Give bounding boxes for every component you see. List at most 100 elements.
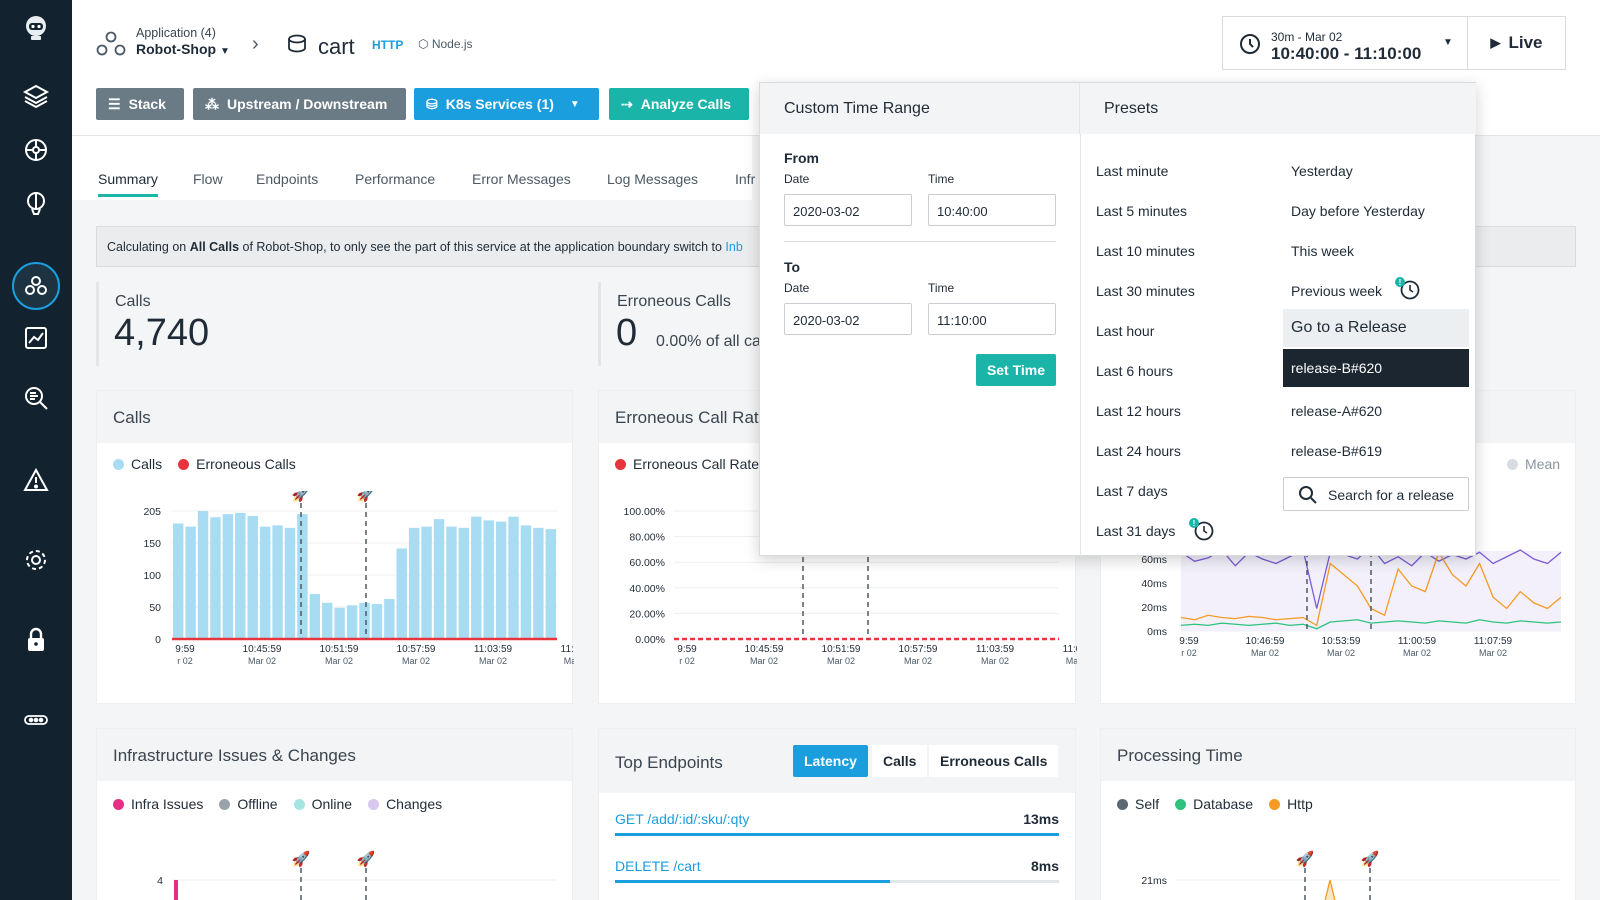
preset-last-30-minutes[interactable]: Last 30 minutes: [1096, 283, 1195, 299]
preset-last-6-hours[interactable]: Last 6 hours: [1096, 363, 1174, 379]
endpoint-latency-bar: [615, 833, 1059, 836]
erroneous-calls-toggle[interactable]: Erroneous Calls: [929, 745, 1059, 777]
processing-time-chart: 21ms15ms🚀🚀: [1141, 850, 1561, 900]
preset-this-week[interactable]: This week: [1291, 243, 1355, 259]
live-button[interactable]: ▶ Live: [1468, 16, 1566, 70]
from-date-input[interactable]: 2020-03-02: [784, 194, 912, 226]
analyze-calls-button[interactable]: ⇢ Analyze Calls: [609, 88, 749, 120]
chevron-down-icon: ▼: [569, 98, 580, 110]
preset-day-before-yesterday[interactable]: Day before Yesterday: [1291, 203, 1425, 219]
calls-bar: [408, 527, 420, 639]
to-date-input[interactable]: 2020-03-02: [784, 303, 912, 335]
preset-last-5-minutes[interactable]: Last 5 minutes: [1096, 203, 1188, 219]
calls-bar: [446, 526, 457, 639]
preset-last-31-days[interactable]: Last 31 days: [1096, 523, 1176, 539]
legend-item-database[interactable]: Database: [1175, 796, 1253, 812]
x-tick-sublabel: Mar 02: [325, 656, 353, 666]
infra-issue-bar: [174, 880, 178, 900]
tab-performance[interactable]: Performance: [355, 171, 436, 187]
x-tick-sublabel: Mar 02: [248, 656, 276, 666]
to-label: To: [784, 259, 801, 275]
endpoint-row[interactable]: GET /add/:id/:sku/:qty 13ms: [615, 811, 1059, 836]
preset-last-hour[interactable]: Last hour: [1096, 323, 1155, 339]
calls-toggle[interactable]: Calls: [872, 745, 928, 777]
preset-last-7-days[interactable]: Last 7 days: [1096, 483, 1168, 499]
applications-icon[interactable]: [12, 262, 60, 310]
tab-log-messages[interactable]: Log Messages: [607, 171, 699, 187]
legend-item-mean[interactable]: Mean: [1507, 456, 1560, 472]
erroneous-calls-stat-value: 0: [616, 312, 638, 354]
to-time-input[interactable]: 11:10:00: [928, 303, 1056, 335]
legend-item-self[interactable]: Self: [1117, 796, 1159, 812]
erroneous-calls-pct: 0.00% of all ca: [656, 333, 760, 350]
x-tick-sublabel: Mar 02: [402, 656, 430, 666]
from-date-label: Date: [784, 172, 810, 186]
tab-error-messages[interactable]: Error Messages: [472, 171, 571, 187]
history-clock-icon: !: [1188, 517, 1216, 546]
endpoint-name[interactable]: DELETE /cart: [615, 858, 701, 874]
inbound-link[interactable]: Inb: [725, 240, 743, 254]
lock-icon[interactable]: [16, 620, 56, 660]
go-to-release-header: Go to a Release: [1283, 309, 1469, 347]
upstream-downstream-button[interactable]: ⁂ Upstream / Downstream: [193, 88, 406, 120]
dashboard-icon[interactable]: [16, 318, 56, 358]
presets-title: Presets: [1080, 83, 1476, 134]
kubernetes-icon[interactable]: [16, 130, 56, 170]
time-range-popup: Custom Time Range Presets From Date Time…: [759, 82, 1476, 556]
robot-logo-icon[interactable]: [16, 8, 56, 48]
play-icon: ▶: [1490, 35, 1501, 50]
calls-bar: [222, 514, 234, 639]
tab-endpoints[interactable]: Endpoints: [256, 171, 319, 187]
tab-flow[interactable]: Flow: [193, 171, 223, 187]
endpoint-row[interactable]: DELETE /cart 8ms: [615, 858, 1059, 883]
preset-last-minute[interactable]: Last minute: [1096, 163, 1169, 179]
legend-item-erroneous-call-rate[interactable]: Erroneous Call Rate: [615, 456, 759, 472]
legend-item-changes[interactable]: Changes: [368, 796, 442, 812]
release-item[interactable]: release-A#620: [1291, 403, 1383, 419]
legend-item-offline[interactable]: Offline: [219, 796, 278, 812]
legend-item-infra-issues[interactable]: Infra Issues: [113, 796, 203, 812]
x-tick-sublabel: Ma: [564, 656, 574, 666]
calls-chart-legend: Calls Erroneous Calls: [113, 456, 296, 472]
legend-item-http[interactable]: Http: [1269, 796, 1313, 812]
legend-item-erroneous-calls[interactable]: Erroneous Calls: [178, 456, 296, 472]
preset-previous-week[interactable]: Previous week: [1291, 283, 1383, 299]
preset-last-10-minutes[interactable]: Last 10 minutes: [1096, 243, 1195, 259]
application-selector[interactable]: Application (4) Robot-Shop ▼: [136, 26, 230, 57]
infrastructure-card: Infrastructure Issues & Changes Infra Is…: [96, 728, 573, 900]
warning-icon[interactable]: [16, 460, 56, 500]
calls-bar: [396, 548, 407, 639]
endpoint-name[interactable]: GET /add/:id/:sku/:qty: [615, 811, 750, 827]
tab-infrastructure[interactable]: Infra: [735, 171, 755, 187]
set-time-button[interactable]: Set Time: [976, 354, 1056, 386]
release-item[interactable]: release-B#619: [1291, 443, 1383, 459]
release-rocket-icon: 🚀: [292, 491, 311, 503]
stat-divider: [598, 282, 601, 366]
settings-icon[interactable]: [16, 540, 56, 580]
latency-toggle[interactable]: Latency: [793, 745, 868, 777]
stat-divider: [96, 282, 99, 366]
release-item-selected[interactable]: release-B#620: [1283, 349, 1469, 387]
time-range-picker[interactable]: 30m - Mar 02 10:40:00 - 11:10:00 ▼: [1222, 16, 1468, 70]
clock-icon: [1239, 33, 1261, 58]
x-tick-sublabel: Mar 02: [1251, 648, 1279, 658]
legend-item-calls[interactable]: Calls: [113, 456, 162, 472]
hot-air-balloon-icon[interactable]: [16, 184, 56, 224]
stack-layers-icon[interactable]: [16, 76, 56, 116]
search-analytics-icon[interactable]: [16, 378, 56, 418]
http-series-line: [1324, 879, 1336, 900]
preset-last-12-hours[interactable]: Last 12 hours: [1096, 403, 1181, 419]
y-tick-label: 60.00%: [629, 557, 665, 569]
x-tick-label: 11:07:59: [1474, 636, 1513, 647]
x-tick-label: 10:51:59: [320, 644, 359, 655]
preset-last-24-hours[interactable]: Last 24 hours: [1096, 443, 1181, 459]
y-tick-label: 80.00%: [629, 532, 665, 544]
search-release-button[interactable]: Search for a release: [1283, 477, 1469, 511]
tab-summary[interactable]: Summary: [98, 171, 158, 187]
preset-yesterday[interactable]: Yesterday: [1291, 163, 1353, 179]
stack-button[interactable]: ☰ Stack: [96, 88, 184, 120]
from-time-input[interactable]: 10:40:00: [928, 194, 1056, 226]
legend-item-online[interactable]: Online: [293, 796, 352, 812]
more-icon[interactable]: [16, 700, 56, 740]
k8s-services-button[interactable]: ⛁ K8s Services (1) ▼: [414, 88, 599, 120]
